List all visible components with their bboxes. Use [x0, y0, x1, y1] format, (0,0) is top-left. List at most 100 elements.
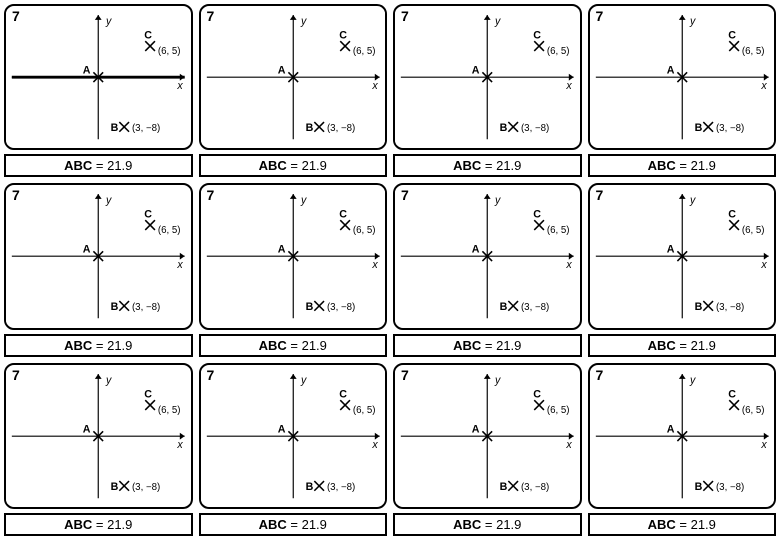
point-B: B(3, −8) [500, 122, 550, 134]
chart-cell: xyAB(3, −8)C(6, 5)7ABC = 21.9 [199, 183, 388, 356]
svg-text:C: C [533, 209, 541, 221]
svg-text:y: y [300, 374, 307, 386]
chart-cell: xyAB(3, −8)C(6, 5)7ABC = 21.9 [199, 363, 388, 536]
question-number: 7 [12, 367, 20, 383]
svg-text:(6, 5): (6, 5) [158, 46, 181, 57]
answer-equals: = [287, 338, 302, 353]
answer-prefix: ABC [64, 517, 92, 532]
svg-text:(6, 5): (6, 5) [741, 405, 764, 416]
chart-cell: xyAB(3, −8)C(6, 5)7ABC = 21.9 [393, 183, 582, 356]
answer-equals: = [481, 517, 496, 532]
svg-text:B: B [305, 301, 313, 313]
svg-text:(3, −8): (3, −8) [521, 302, 549, 313]
answer-equals: = [481, 338, 496, 353]
svg-text:B: B [305, 480, 313, 492]
svg-text:A: A [83, 244, 91, 256]
svg-text:B: B [111, 480, 119, 492]
svg-text:B: B [500, 480, 508, 492]
svg-text:(6, 5): (6, 5) [352, 46, 375, 57]
answer-box: ABC = 21.9 [393, 334, 582, 357]
svg-text:(6, 5): (6, 5) [158, 405, 181, 416]
point-B: B(3, −8) [694, 122, 744, 134]
answer-prefix: ABC [259, 517, 287, 532]
coord-panel: xyAB(3, −8)C(6, 5)7 [199, 363, 388, 509]
point-B: B(3, −8) [500, 301, 550, 313]
svg-text:x: x [176, 259, 183, 271]
point-B: B(3, −8) [694, 480, 744, 492]
svg-text:(3, −8): (3, −8) [715, 302, 743, 313]
coord-panel: xyAB(3, −8)C(6, 5)7 [199, 183, 388, 329]
svg-text:x: x [371, 438, 378, 450]
svg-text:C: C [339, 29, 347, 41]
point-B: B(3, −8) [111, 301, 161, 313]
svg-text:C: C [144, 388, 152, 400]
svg-text:(3, −8): (3, −8) [326, 302, 354, 313]
answer-value: 21.9 [496, 338, 521, 353]
coord-panel: xyAB(3, −8)C(6, 5)7 [393, 183, 582, 329]
answer-prefix: ABC [64, 338, 92, 353]
svg-text:y: y [689, 195, 696, 207]
svg-text:B: B [111, 122, 119, 134]
chart-cell: xyAB(3, −8)C(6, 5)7ABC = 21.9 [588, 363, 777, 536]
svg-text:y: y [300, 16, 307, 28]
answer-value: 21.9 [691, 338, 716, 353]
question-number: 7 [596, 8, 604, 24]
question-number: 7 [596, 367, 604, 383]
svg-text:y: y [689, 16, 696, 28]
answer-prefix: ABC [64, 158, 92, 173]
chart-grid: xyAB(3, −8)C(6, 5)7ABC = 21.9xyAB(3, −8)… [4, 4, 776, 536]
svg-text:x: x [371, 80, 378, 92]
svg-text:y: y [494, 195, 501, 207]
answer-value: 21.9 [691, 517, 716, 532]
question-number: 7 [207, 8, 215, 24]
answer-box: ABC = 21.9 [393, 513, 582, 536]
chart-cell: xyAB(3, −8)C(6, 5)7ABC = 21.9 [393, 4, 582, 177]
svg-text:C: C [533, 29, 541, 41]
answer-equals: = [676, 158, 691, 173]
svg-text:(3, −8): (3, −8) [521, 481, 549, 492]
answer-box: ABC = 21.9 [4, 334, 193, 357]
answer-value: 21.9 [107, 158, 132, 173]
svg-text:A: A [277, 423, 285, 435]
point-B: B (3, −8) [305, 301, 355, 313]
svg-text:C: C [339, 388, 347, 400]
svg-text:x: x [176, 80, 183, 92]
question-number: 7 [207, 367, 215, 383]
point-B: B(3, −8) [305, 122, 355, 134]
svg-text:(6, 5): (6, 5) [547, 225, 570, 236]
svg-text:B: B [694, 480, 702, 492]
answer-value: 21.9 [496, 158, 521, 173]
chart-cell: xyAB(3, −8)C(6, 5)7ABC = 21.9 [588, 4, 777, 177]
svg-text:(3, −8): (3, −8) [132, 302, 160, 313]
svg-text:A: A [666, 423, 674, 435]
svg-text:(6, 5): (6, 5) [547, 405, 570, 416]
answer-equals: = [287, 517, 302, 532]
svg-text:x: x [565, 80, 572, 92]
coord-panel: xyAB(3, −8)C(6, 5)7 [4, 4, 193, 150]
svg-text:B: B [694, 301, 702, 313]
answer-value: 21.9 [302, 338, 327, 353]
svg-text:x: x [565, 438, 572, 450]
svg-text:A: A [277, 244, 285, 256]
svg-text:C: C [728, 29, 736, 41]
svg-text:x: x [760, 80, 767, 92]
svg-text:x: x [565, 259, 572, 271]
question-number: 7 [401, 8, 409, 24]
point-B: B(3, −8) [305, 480, 355, 492]
coord-panel: xyAB(3, −8)C(6, 5)7 [588, 4, 777, 150]
svg-text:y: y [105, 16, 112, 28]
answer-box: ABC = 21.9 [199, 513, 388, 536]
svg-text:(3, −8): (3, −8) [715, 123, 743, 134]
svg-text:(6, 5): (6, 5) [158, 225, 181, 236]
answer-value: 21.9 [691, 158, 716, 173]
question-number: 7 [596, 187, 604, 203]
svg-text:A: A [83, 423, 91, 435]
answer-box: ABC = 21.9 [588, 334, 777, 357]
svg-text:C: C [339, 209, 347, 221]
svg-text:A: A [277, 64, 285, 76]
answer-prefix: ABC [648, 338, 676, 353]
svg-text:A: A [472, 423, 480, 435]
svg-text:y: y [494, 374, 501, 386]
svg-text:y: y [300, 195, 307, 207]
svg-text:C: C [144, 209, 152, 221]
